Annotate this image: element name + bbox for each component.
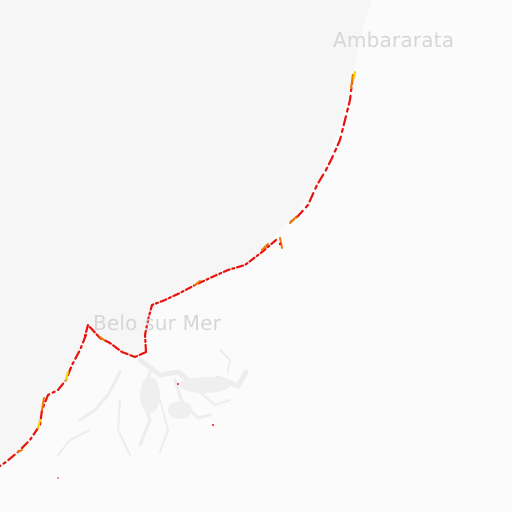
coast-segment-south [0,333,88,468]
place-label-ambararata: Ambararata [333,28,455,52]
coast-segment-bay [83,323,148,359]
coastline-highlights [17,71,356,453]
estuary-patches [140,377,231,419]
coast-segment-mid [143,238,278,354]
coast-segment-north [286,73,355,226]
coast-dots [57,242,282,479]
coastline-hazard-line [0,73,355,468]
place-label-belo-sur-mer: Belo sur Mer [93,311,222,335]
